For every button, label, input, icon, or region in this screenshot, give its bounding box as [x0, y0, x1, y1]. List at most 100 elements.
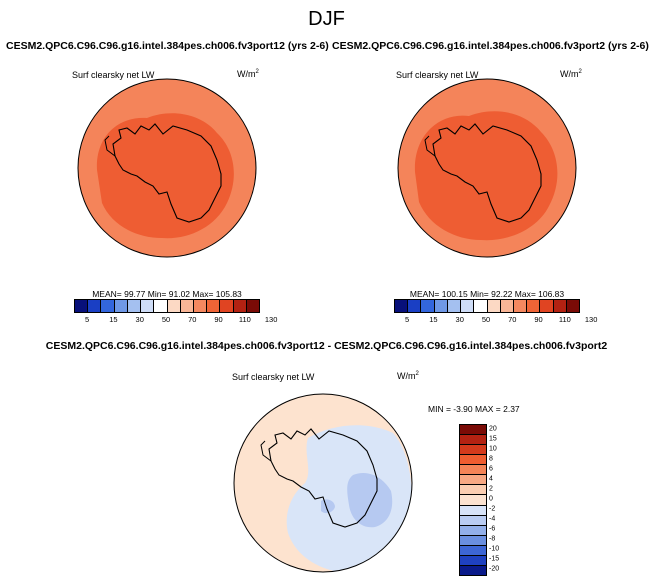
map-border — [397, 78, 577, 258]
colorbar-tick-label: 10 — [489, 445, 497, 453]
antarctica-coastline — [112, 123, 222, 223]
colorbar-swatch — [207, 300, 221, 312]
diff-units-label: W/m2 — [397, 371, 419, 381]
colorbar-swatch — [180, 300, 194, 312]
colorbar-tick-label: -20 — [489, 565, 500, 573]
colorbar-tick-label: 5 — [85, 315, 90, 324]
colorbar-tick-label: 70 — [508, 315, 517, 324]
colorbar-swatch — [193, 300, 208, 312]
colorbar-tick-label: 70 — [188, 315, 197, 324]
antarctic-peninsula — [424, 135, 436, 157]
colorbar-tick-label: -6 — [489, 525, 496, 533]
colorbar-swatch — [460, 495, 486, 506]
colorbar-swatch — [233, 300, 247, 312]
colorbar-tick-label: -4 — [489, 515, 496, 523]
map-border — [77, 78, 257, 258]
colorbar-tick-label: 20 — [489, 425, 497, 433]
antarctic-peninsula — [104, 135, 116, 157]
antarctic-peninsula — [260, 440, 272, 462]
diff-colorbar — [459, 424, 487, 576]
colorbar-swatch — [460, 445, 486, 456]
colorbar-swatch — [141, 300, 155, 312]
colorbar-swatch — [527, 300, 541, 312]
map-border — [233, 393, 413, 573]
colorbar-swatch — [88, 300, 102, 312]
colorbar-tick-label: 110 — [558, 315, 571, 324]
colorbar-tick-label: 90 — [214, 315, 223, 324]
colorbar-swatch — [500, 300, 514, 312]
colorbar-swatch — [434, 300, 448, 312]
right-colorbar — [394, 299, 580, 313]
colorbar-swatch — [167, 300, 181, 312]
colorbar-swatch — [114, 300, 128, 312]
left-polar-map — [77, 78, 257, 258]
colorbar-tick-label: 110 — [238, 315, 251, 324]
colorbar-swatch — [127, 300, 142, 312]
colorbar-swatch — [395, 300, 409, 312]
left-stats: MEAN= 99.77 Min= 91.02 Max= 105.83 — [92, 289, 242, 299]
colorbar-tick-label: 15 — [429, 315, 438, 324]
diff-panel-title: CESM2.QPC6.C96.C96.g16.intel.384pes.ch00… — [45, 340, 608, 352]
colorbar-swatch — [447, 300, 462, 312]
right-variable-label: Surf clearsky net LW — [396, 70, 479, 80]
colorbar-swatch — [408, 300, 422, 312]
colorbar-swatch — [421, 300, 435, 312]
diff-colorbar-ticks: 20 15 10 8 6 4 2 0 -2 -4 -6 -8 -10 -15 -20 — [489, 424, 509, 574]
antarctica-coastline — [432, 123, 542, 223]
colorbar-swatch — [461, 300, 475, 312]
right-colorbar-ticks: 5 15 30 50 70 90 110 130 — [394, 315, 597, 325]
colorbar-tick-label: -10 — [489, 545, 500, 553]
colorbar-swatch — [460, 555, 486, 566]
colorbar-tick-label: 130 — [584, 315, 598, 324]
colorbar-swatch — [460, 565, 486, 575]
colorbar-tick-label: 2 — [489, 485, 493, 493]
colorbar-swatch — [154, 300, 168, 312]
colorbar-tick-label: 8 — [489, 455, 493, 463]
colorbar-swatch — [553, 300, 567, 312]
colorbar-swatch — [487, 300, 501, 312]
colorbar-tick-label: 30 — [455, 315, 464, 324]
colorbar-swatch — [513, 300, 528, 312]
colorbar-swatch — [460, 485, 486, 496]
right-polar-map — [397, 78, 577, 258]
left-panel-title: CESM2.QPC6.C96.C96.g16.intel.384pes.ch00… — [6, 40, 329, 52]
colorbar-tick-label: 15 — [109, 315, 118, 324]
colorbar-swatch — [460, 515, 486, 526]
colorbar-swatch — [246, 300, 260, 312]
colorbar-tick-label: 6 — [489, 465, 493, 473]
colorbar-swatch — [460, 455, 486, 466]
colorbar-swatch — [460, 475, 486, 486]
colorbar-swatch — [460, 545, 486, 556]
colorbar-tick-label: 50 — [161, 315, 171, 324]
left-variable-label: Surf clearsky net LW — [72, 70, 155, 80]
colorbar-tick-label: 30 — [135, 315, 144, 324]
colorbar-swatch — [566, 300, 580, 312]
colorbar-swatch — [460, 465, 486, 476]
colorbar-swatch — [460, 435, 486, 446]
diff-stats: MIN = -3.90 MAX = 2.37 — [428, 404, 520, 414]
colorbar-tick-label: -15 — [489, 555, 500, 563]
colorbar-swatch — [540, 300, 554, 312]
colorbar-tick-label: 5 — [405, 315, 410, 324]
left-colorbar — [74, 299, 260, 313]
colorbar-tick-label: -8 — [489, 535, 496, 543]
colorbar-tick-label: 15 — [489, 435, 497, 443]
colorbar-swatch — [220, 300, 234, 312]
left-units-label: W/m2 — [237, 69, 259, 79]
colorbar-tick-label: 130 — [264, 315, 278, 324]
colorbar-tick-label: 4 — [489, 475, 493, 483]
colorbar-tick-label: 50 — [481, 315, 491, 324]
antarctica-coastline — [268, 428, 378, 528]
colorbar-swatch — [75, 300, 89, 312]
colorbar-tick-label: 0 — [489, 495, 493, 503]
colorbar-tick-label: 90 — [534, 315, 543, 324]
colorbar-swatch — [101, 300, 115, 312]
season-title: DJF — [308, 8, 345, 30]
right-panel-title: CESM2.QPC6.C96.C96.g16.intel.384pes.ch00… — [332, 40, 649, 52]
colorbar-tick-label: -2 — [489, 505, 496, 513]
colorbar-swatch — [474, 300, 488, 312]
right-units-label: W/m2 — [560, 69, 582, 79]
colorbar-swatch — [460, 505, 486, 516]
left-colorbar-ticks: 5 15 30 50 70 90 110 130 — [74, 315, 277, 325]
colorbar-swatch — [460, 425, 486, 436]
